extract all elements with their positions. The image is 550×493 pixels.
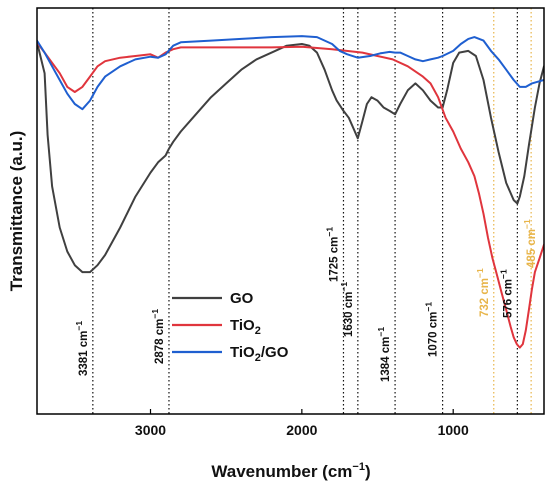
peak-label-1725: 1725 cm−1	[324, 227, 340, 282]
legend-label-tio2-go: TiO2/GO	[230, 344, 289, 364]
legend-label-go: GO	[230, 290, 254, 307]
x-tick-label-1000: 1000	[438, 422, 469, 438]
series-layer	[37, 35, 544, 349]
peak-label-1630: 1630 cm−1	[339, 282, 355, 337]
peak-label-1384: 1384 cm−1	[376, 327, 392, 382]
legend-label-tio2: TiO2	[230, 317, 261, 337]
legend: GO TiO2 TiO2/GO	[172, 290, 289, 364]
x-axis-ticks: 3000 2000 1000	[135, 409, 469, 438]
x-axis-title: Wavenumber (cm−1)	[211, 461, 370, 481]
peak-label-485: 485 cm−1	[522, 219, 538, 268]
peak-label-3381: 3381 cm−1	[74, 321, 90, 376]
peak-label-2878: 2878 cm−1	[150, 309, 166, 364]
y-axis-title: Transmittance (a.u.)	[7, 131, 26, 292]
series-line-tio2-go	[37, 35, 544, 111]
series-line-tio2	[37, 41, 544, 349]
x-tick-label-2000: 2000	[286, 422, 317, 438]
peak-label-576: 576 cm−1	[498, 269, 514, 318]
x-tick-label-3000: 3000	[135, 422, 166, 438]
peak-label-732: 732 cm−1	[475, 268, 491, 317]
peak-label-1070: 1070 cm−1	[424, 302, 440, 357]
plot-frame	[36, 7, 545, 415]
series-line-go	[37, 41, 544, 274]
